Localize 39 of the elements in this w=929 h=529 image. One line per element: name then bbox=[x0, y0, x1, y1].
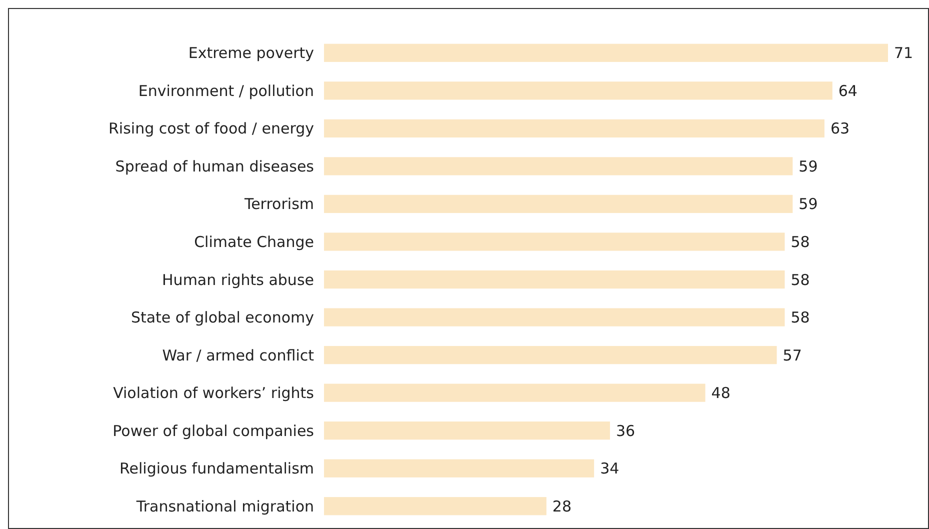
bar bbox=[324, 232, 785, 251]
bar bbox=[324, 384, 706, 402]
data-label: 59 bbox=[798, 157, 818, 176]
data-label: 36 bbox=[616, 422, 636, 440]
y-tick-label: Terrorism bbox=[243, 195, 314, 214]
bar bbox=[324, 194, 793, 214]
y-tick-label: War / armed conflict bbox=[162, 346, 314, 364]
data-label: 59 bbox=[798, 195, 818, 214]
bar bbox=[324, 119, 824, 138]
y-tick-label: Climate Change bbox=[194, 232, 314, 251]
bar bbox=[324, 459, 594, 478]
bar bbox=[324, 270, 785, 289]
bar bbox=[324, 422, 610, 440]
data-label: 64 bbox=[838, 82, 858, 100]
data-label: 58 bbox=[790, 232, 810, 251]
data-label: 28 bbox=[552, 497, 572, 516]
data-label: 71 bbox=[894, 44, 914, 62]
bar bbox=[324, 346, 777, 364]
y-tick-label: Transnational migration bbox=[135, 497, 314, 516]
data-label: 58 bbox=[790, 308, 810, 327]
data-label: 34 bbox=[600, 460, 620, 478]
y-tick-label: Violation of workers’ rights bbox=[113, 384, 314, 402]
y-tick-label: Religious fundamentalism bbox=[120, 460, 314, 478]
bar bbox=[324, 308, 785, 326]
data-label: 57 bbox=[782, 346, 802, 364]
data-label: 58 bbox=[790, 270, 810, 289]
data-label: 63 bbox=[830, 120, 850, 138]
y-tick-label: Power of global companies bbox=[112, 422, 314, 440]
bar bbox=[324, 82, 832, 100]
y-tick-label: Spread of human diseases bbox=[115, 157, 314, 176]
y-tick-label: State of global economy bbox=[130, 308, 314, 327]
bar bbox=[324, 157, 793, 176]
y-tick-label: Rising cost of food / energy bbox=[108, 120, 314, 138]
y-tick-label: Environment / pollution bbox=[138, 82, 314, 100]
y-tick-label: Human rights abuse bbox=[162, 270, 314, 289]
data-label: 48 bbox=[711, 384, 730, 402]
bar bbox=[324, 497, 546, 516]
bar bbox=[324, 44, 888, 62]
y-tick-label: Extreme poverty bbox=[188, 44, 314, 62]
